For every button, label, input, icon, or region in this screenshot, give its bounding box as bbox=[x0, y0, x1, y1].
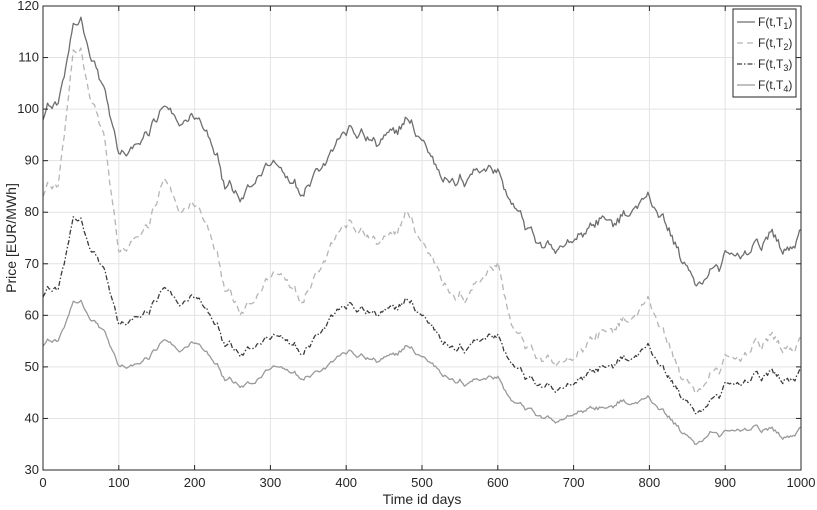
tick-labels: 0 100 200 300 400 500 600 700 800 900 1000 30 40 50 60… bbox=[17, 0, 815, 490]
legend-label-subscript: 4 bbox=[783, 84, 788, 94]
legend: F(t,T1)F(t,T2)F(t,T3)F(t,T4) bbox=[732, 8, 797, 98]
y-tick-label: 120 bbox=[17, 0, 39, 13]
legend-label-close: ) bbox=[788, 57, 792, 71]
y-tick-label: 80 bbox=[25, 204, 39, 219]
x-tick-label: 500 bbox=[411, 475, 433, 490]
series-line-3 bbox=[42, 216, 802, 415]
y-tick-label: 60 bbox=[25, 307, 39, 322]
x-axis-title: Time id days bbox=[383, 491, 462, 507]
y-tick-label: 70 bbox=[25, 256, 39, 271]
legend-label-subscript: 3 bbox=[783, 63, 788, 73]
x-tick-label: 300 bbox=[260, 475, 282, 490]
y-tick-label: 40 bbox=[25, 410, 39, 425]
legend-label-text: F(t,T bbox=[758, 36, 784, 50]
series-line-2 bbox=[42, 47, 802, 395]
legend-label-text: F(t,T bbox=[758, 57, 784, 71]
series-line-1 bbox=[42, 16, 802, 287]
legend-label-text: F(t,T bbox=[758, 78, 784, 92]
legend-label-subscript: 1 bbox=[783, 21, 788, 31]
y-tick-label: 90 bbox=[25, 153, 39, 168]
y-tick-label: 100 bbox=[17, 101, 39, 116]
series-line-4 bbox=[42, 299, 802, 445]
y-axis-title: Price [EUR/MWh] bbox=[3, 183, 19, 293]
legend-label-text: F(t,T bbox=[758, 15, 784, 29]
x-tick-label: 0 bbox=[39, 475, 46, 490]
x-tick-label: 700 bbox=[563, 475, 585, 490]
y-tick-label: 30 bbox=[25, 462, 39, 477]
x-tick-label: 600 bbox=[487, 475, 509, 490]
x-tick-label: 800 bbox=[639, 475, 661, 490]
x-tick-label: 1000 bbox=[787, 475, 816, 490]
legend-label-2: F(t,T2) bbox=[758, 36, 792, 52]
legend-label-4: F(t,T4) bbox=[758, 78, 792, 94]
x-tick-label: 200 bbox=[184, 475, 206, 490]
legend-label-close: ) bbox=[788, 36, 792, 50]
x-tick-label: 900 bbox=[714, 475, 736, 490]
y-tick-label: 110 bbox=[18, 50, 39, 65]
legend-box bbox=[732, 8, 797, 98]
series-lines bbox=[42, 16, 802, 445]
legend-label-subscript: 2 bbox=[783, 42, 788, 52]
x-tick-label: 100 bbox=[108, 475, 130, 490]
legend-label-close: ) bbox=[788, 78, 792, 92]
legend-label-3: F(t,T3) bbox=[758, 57, 792, 73]
legend-label-1: F(t,T1) bbox=[758, 15, 792, 31]
y-tick-label: 50 bbox=[25, 359, 39, 374]
legend-label-close: ) bbox=[788, 15, 792, 29]
x-tick-label: 400 bbox=[335, 475, 357, 490]
